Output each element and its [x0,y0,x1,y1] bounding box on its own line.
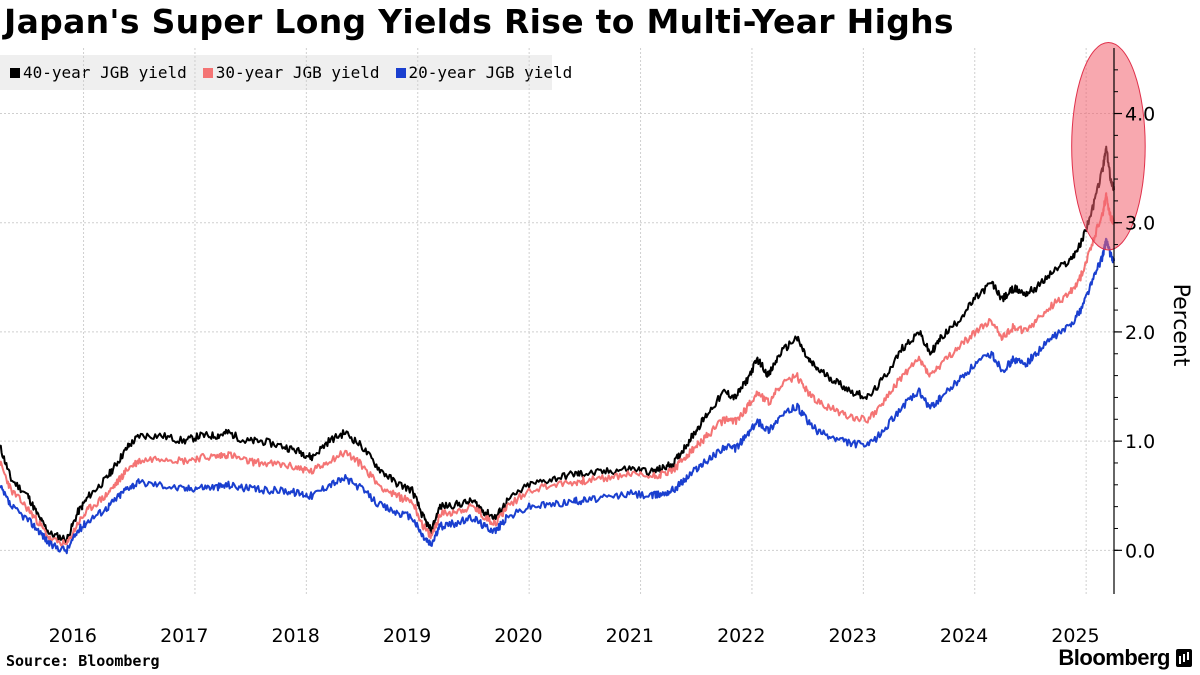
x-tick-label: 2016 [49,625,97,647]
x-tick-label: 2018 [271,625,319,647]
legend-swatch-30y [202,67,213,78]
grid [0,48,1114,594]
x-tick-label: 2019 [383,625,431,647]
chart-legend: 40-year JGB yield 30-year JGB yield 20-y… [0,55,572,90]
legend-item-40y: 40-year JGB yield [10,63,187,82]
legend-swatch-20y [395,67,406,78]
y-tick-label: 4.0 [1125,104,1155,126]
y-tick-label: 2.0 [1125,322,1155,344]
x-tick-label: 2024 [940,625,988,647]
legend-item-20y: 20-year JGB yield [395,63,573,82]
x-tick-label: 2025 [1051,625,1099,647]
logo-text: Bloomberg [1058,645,1170,670]
x-tick-label: 2023 [828,625,876,647]
legend-item-30y: 30-year JGB yield [202,63,380,82]
y-tick-label: 0.0 [1125,540,1155,562]
series-line-1 [0,192,1115,548]
series-line-0 [0,145,1115,544]
x-tick-label: 2017 [160,625,208,647]
y-tick-label: 1.0 [1125,431,1155,453]
bloomberg-logo: Bloomberg [1058,645,1192,671]
chart-title: Japan's Super Long Yields Rise to Multi-… [4,2,954,41]
legend-swatch-40y [10,67,20,78]
x-tick-label: 2020 [494,625,542,647]
series-line-2 [0,237,1115,555]
highlight-ellipse [1071,42,1146,251]
bloomberg-mark-icon [1176,649,1192,667]
legend-label-30y: 30-year JGB yield [215,63,380,82]
axes [1113,48,1122,594]
y-tick-label: 3.0 [1125,213,1155,235]
source-note: Source: Bloomberg [6,652,160,670]
series-layer [0,42,1146,555]
legend-label-40y: 40-year JGB yield [23,63,187,82]
y-axis-title: Percent [1168,284,1193,367]
tick-labels: 0.0 1.0 2.0 3.0 4.0 Percent 2016 2017 2018 2019 20… [49,104,1193,647]
x-tick-label: 2022 [717,625,765,647]
x-tick-label: 2021 [606,625,654,647]
legend-label-20y: 20-year JGB yield [408,63,573,82]
